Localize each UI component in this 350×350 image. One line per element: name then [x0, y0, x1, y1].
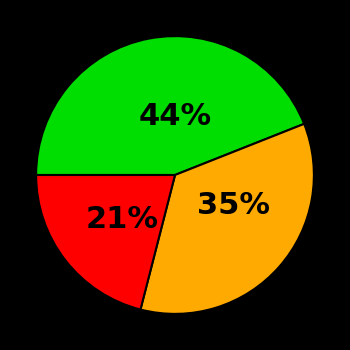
Text: 21%: 21%: [86, 205, 159, 234]
Text: 35%: 35%: [197, 191, 270, 220]
Wedge shape: [36, 36, 304, 175]
Wedge shape: [36, 175, 175, 309]
Wedge shape: [140, 124, 314, 314]
Text: 44%: 44%: [139, 102, 211, 131]
